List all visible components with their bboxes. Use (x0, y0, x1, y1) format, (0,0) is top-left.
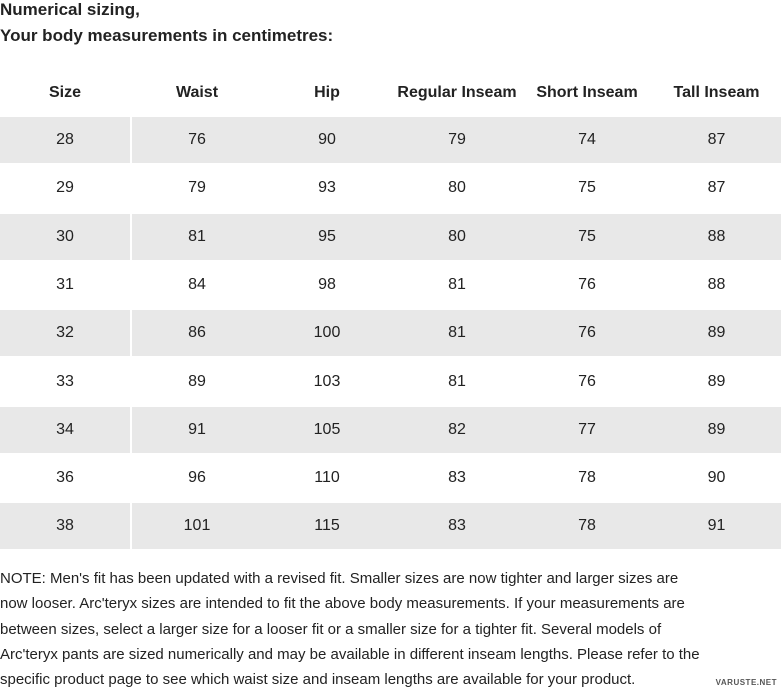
table-cell: 88 (707, 275, 726, 293)
table-cell: 110 (314, 469, 340, 487)
note-line: NOTE: Men's fit has been updated with a … (0, 570, 679, 587)
table-cell: 105 (262, 406, 392, 453)
table-cell: 29 (56, 179, 74, 197)
table-cell: 32 (0, 310, 130, 357)
table-cell: 76 (522, 310, 652, 357)
table-cell: 83 (392, 503, 522, 550)
table-cell: 38 (0, 503, 130, 550)
column-header: Hip (314, 84, 340, 101)
table-cell: 89 (652, 406, 781, 453)
table-cell: 36 (56, 469, 74, 487)
table-cell: 78 (522, 503, 652, 550)
table-cell: 81 (392, 310, 522, 357)
table-cell: 86 (132, 310, 262, 357)
table-cell: 76 (578, 275, 596, 293)
note-line: now looser. Arc'teryx sizes are intended… (0, 595, 685, 613)
table-cell: 75 (578, 179, 596, 197)
table-cell: 90 (262, 117, 392, 163)
table-cell: 95 (262, 213, 392, 260)
table-cell: 76 (578, 372, 596, 390)
table-cell: 98 (318, 275, 336, 293)
column-header: Regular Inseam (397, 84, 517, 101)
table-cell: 83 (448, 469, 466, 487)
table-cell: 81 (448, 275, 466, 293)
table-cell: 80 (448, 179, 466, 197)
table-cell: 103 (313, 372, 341, 390)
table-cell: 96 (188, 469, 206, 487)
table-cell: 84 (188, 275, 206, 293)
table-cell: 91 (652, 503, 781, 550)
table-cell: 115 (262, 503, 392, 550)
table-cell: 87 (707, 179, 726, 197)
table-cell: 82 (392, 406, 522, 453)
note-line: Arc'teryx pants are sized numerically an… (0, 645, 700, 663)
table-cell: 31 (56, 275, 74, 293)
table-cell: 76 (132, 117, 262, 163)
table-cell: 75 (522, 213, 652, 260)
table-cell: 79 (188, 179, 206, 197)
column-header: Size (48, 84, 81, 101)
note-line: specific product page to see which waist… (0, 671, 636, 689)
table-cell: 30 (0, 213, 130, 260)
table-cell: 89 (707, 372, 726, 390)
table-cell: 81 (448, 372, 466, 390)
watermark: VARUSTE.NET (715, 678, 777, 687)
table-cell: 88 (652, 213, 781, 260)
heading: Numerical sizing, (0, 0, 140, 19)
note-line: between sizes, select a larger size for … (0, 620, 662, 638)
column-header: Tall Inseam (673, 84, 760, 101)
table-cell: 81 (132, 213, 262, 260)
table-cell: 34 (0, 406, 130, 453)
heading: Your body measurements in centimetres: (0, 26, 334, 45)
table-cell: 77 (522, 406, 652, 453)
table-cell: 74 (522, 117, 652, 163)
table-cell: 89 (188, 372, 206, 390)
column-header: Waist (175, 84, 219, 101)
table-cell: 91 (132, 406, 262, 453)
table-cell: 33 (56, 372, 74, 390)
column-header: Short Inseam (536, 84, 638, 101)
table-cell: 90 (707, 469, 726, 487)
table-cell: 78 (578, 469, 596, 487)
table-cell: 101 (132, 503, 262, 550)
table-cell: 80 (392, 213, 522, 260)
table-cell: 93 (318, 179, 336, 197)
table-cell: 79 (392, 117, 522, 163)
table-cell: 28 (0, 117, 130, 163)
table-cell: 89 (652, 310, 781, 357)
table-cell: 87 (652, 117, 781, 163)
table-cell: 100 (262, 310, 392, 357)
